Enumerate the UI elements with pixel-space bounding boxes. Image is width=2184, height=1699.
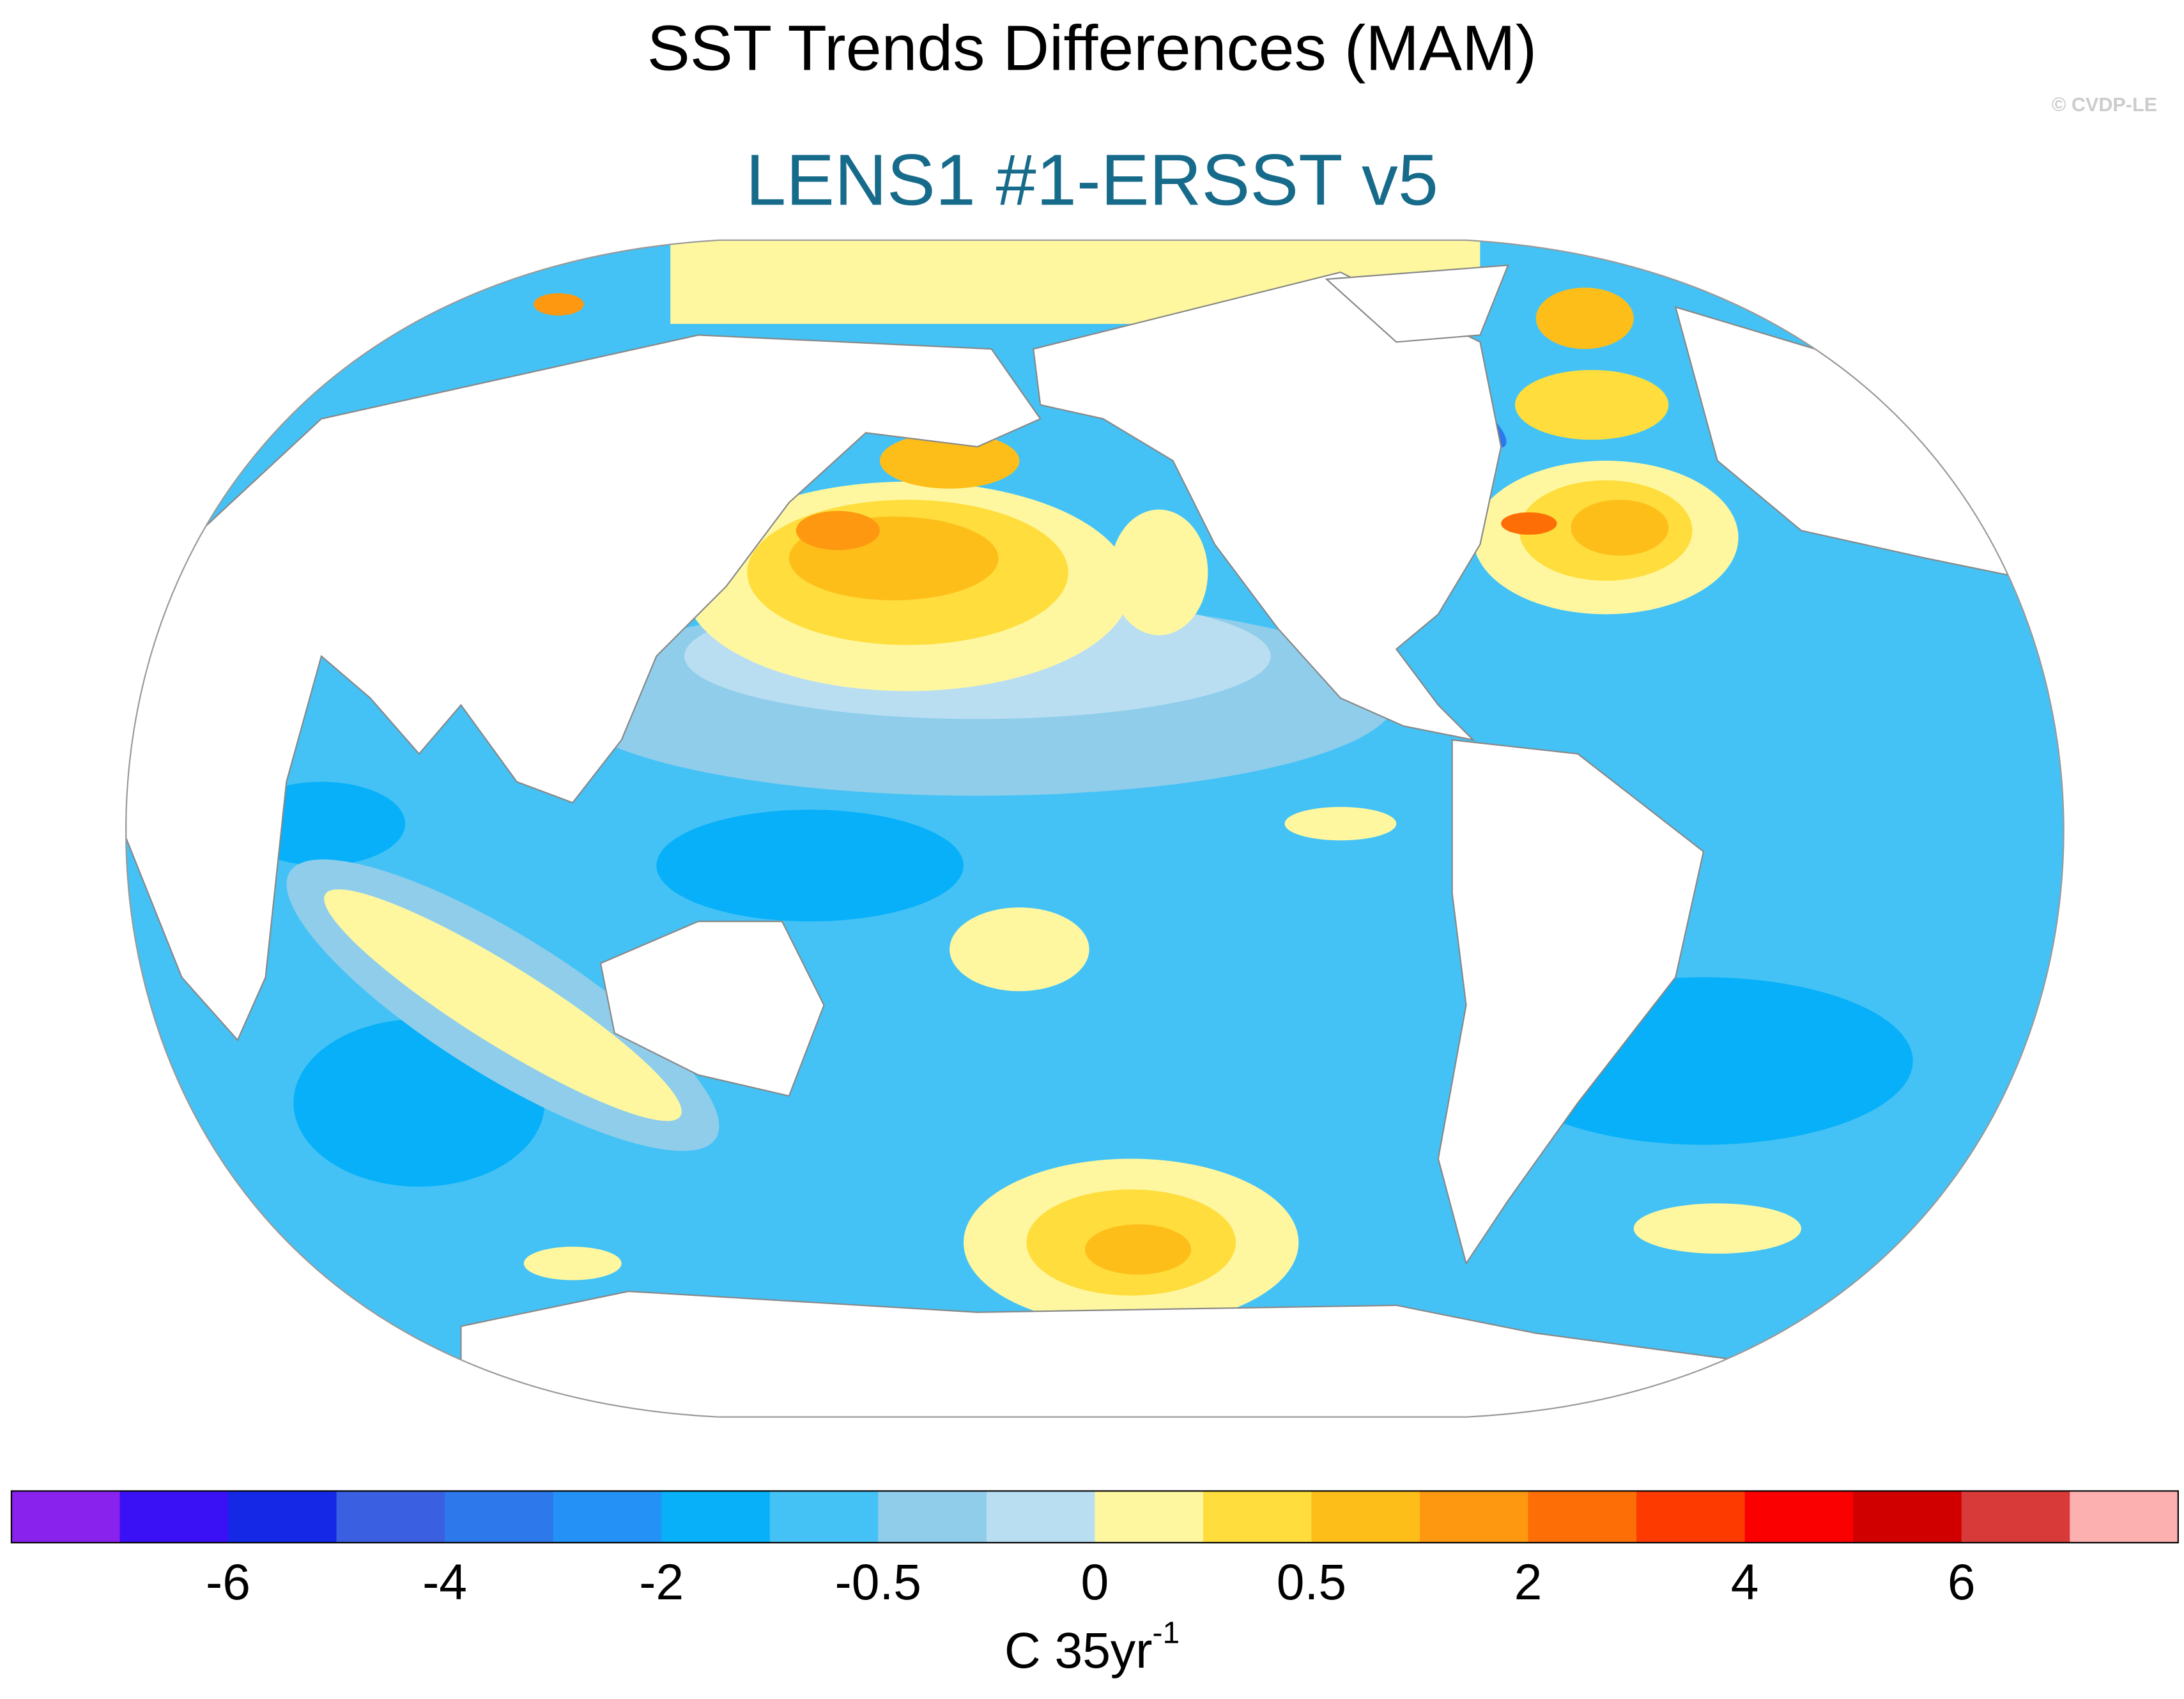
colorbar-box (336, 1491, 446, 1543)
colorbar-box (1853, 1491, 1962, 1543)
field-patch (796, 511, 880, 550)
colorbar-tick-label: -4 (422, 1554, 467, 1610)
colorbar-box (11, 1491, 121, 1543)
colorbar-tick-label: -6 (206, 1554, 250, 1610)
colorbar-frame (10, 1490, 2179, 1544)
field-patch (534, 293, 584, 316)
land (1033, 271, 1502, 741)
colorbar-box (1744, 1491, 1854, 1543)
land (126, 334, 1042, 1042)
field-patch (879, 433, 1020, 489)
colorbar-box (227, 1491, 337, 1543)
field-patch (950, 907, 1089, 992)
colorbar-box (2070, 1491, 2179, 1543)
field-patch (1110, 509, 1208, 636)
colorbar-box (878, 1491, 987, 1543)
field-patch (1535, 288, 1634, 350)
colorbar-tick-label: 2 (1514, 1554, 1542, 1610)
field-patch (1515, 369, 1669, 440)
colorbar-box (661, 1491, 771, 1543)
land (460, 1290, 1746, 1417)
subtitle: LENS1 #1-ERSST v5 (746, 140, 1438, 221)
colorbar-box (1095, 1491, 1204, 1543)
colorbar-box (445, 1491, 554, 1543)
colorbar: -6 -4 -2 -0.5 0 0.5 2 4 6 (10, 1490, 2179, 1610)
land (599, 920, 825, 1097)
title: SST Trends Differences (MAM) (647, 13, 1537, 84)
field-patch (1501, 512, 1557, 535)
land (1437, 739, 1705, 1265)
colorbar-unit: C 35yr-1 (1004, 1615, 1180, 1679)
field-patch (656, 810, 964, 922)
unit-exponent: -1 (1152, 1615, 1180, 1650)
colorbar-box (1420, 1491, 1529, 1543)
colorbar-box (769, 1491, 879, 1543)
colorbar-tick-label: 0.5 (1277, 1554, 1346, 1610)
land (1325, 264, 1509, 343)
field-patch (1085, 1224, 1192, 1275)
colorbar-box (1528, 1491, 1638, 1543)
colorbar-box (1636, 1491, 1746, 1543)
field-patch (1284, 806, 1397, 841)
field-patch (1571, 500, 1669, 556)
credit: © CVDP-LE (2052, 94, 2157, 116)
colorbar-box (119, 1491, 229, 1543)
colorbar-box (553, 1491, 663, 1543)
colorbar-tick-label: -0.5 (835, 1554, 922, 1610)
colorbar-tick-label: -2 (639, 1554, 684, 1610)
field-patch (523, 1247, 622, 1280)
unit-text: C 35yr (1004, 1622, 1153, 1679)
field-patch (324, 889, 682, 1121)
map-outline (125, 239, 2065, 1418)
colorbar-box (986, 1491, 1096, 1543)
colorbar-box (1203, 1491, 1312, 1543)
colorbar-box (1311, 1491, 1421, 1543)
colorbar-tick-label: 0 (1080, 1554, 1109, 1610)
colorbar-tick-label: 4 (1731, 1554, 1759, 1610)
colorbar-tick-label: 6 (1948, 1554, 1976, 1610)
field-patch (1633, 1203, 1801, 1254)
colorbar-box (1961, 1491, 2071, 1543)
